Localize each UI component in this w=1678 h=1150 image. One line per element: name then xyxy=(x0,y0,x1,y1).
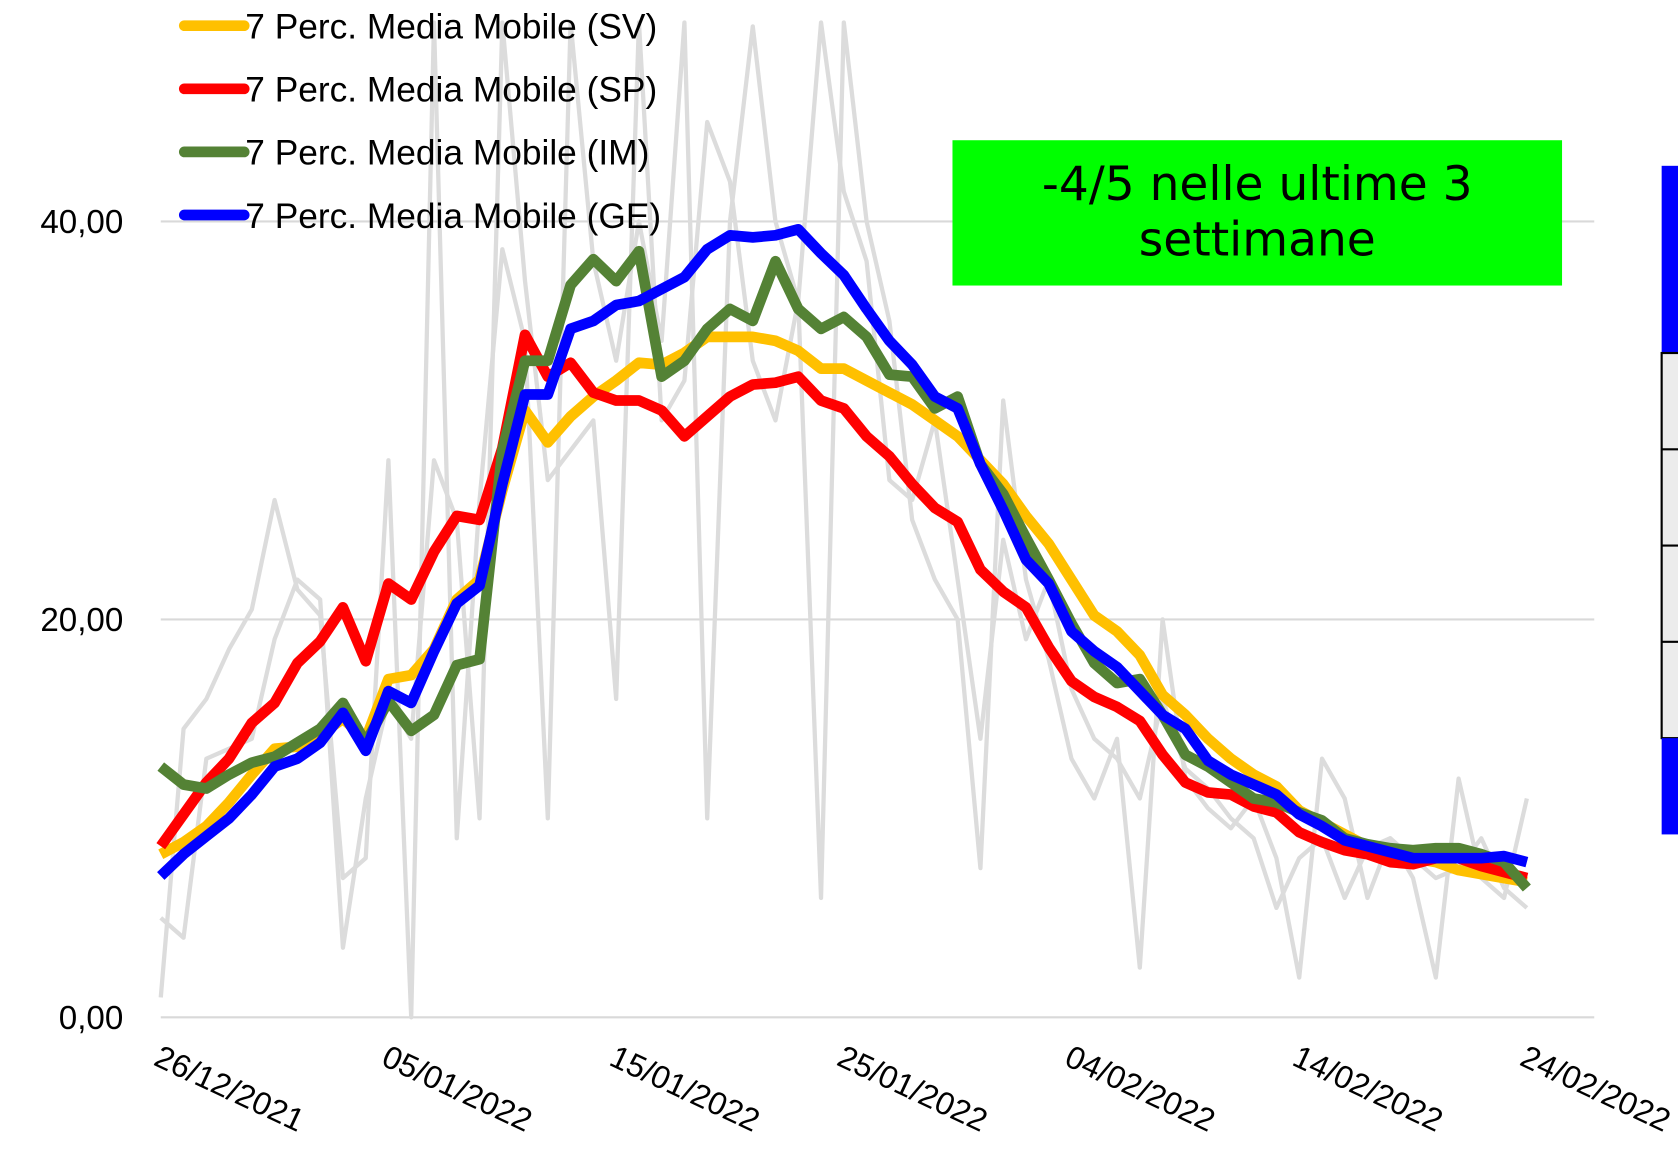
legend-label: 7 Perc. Media Mobile (IM) xyxy=(245,134,649,173)
x-tick-label: 25/01/2022 xyxy=(832,1038,993,1138)
annotation-box: -4/5 nelle ultime 3 settimane xyxy=(952,140,1563,286)
x-tick-label: 04/02/2022 xyxy=(1060,1038,1221,1138)
table-footer xyxy=(1661,738,1678,835)
table-header xyxy=(1661,165,1678,354)
legend-label: 7 Perc. Media Mobile (SV) xyxy=(245,8,657,47)
x-tick-label: 24/02/2022 xyxy=(1515,1038,1676,1138)
y-tick-label: 0,00 xyxy=(59,1000,124,1037)
x-tick-label: 15/01/2022 xyxy=(605,1038,766,1138)
legend-label: 7 Perc. Media Mobile (SP) xyxy=(245,71,657,110)
side-table-fragment xyxy=(1660,165,1678,835)
raw-line xyxy=(158,20,1529,1020)
x-tick-label: 26/12/2021 xyxy=(149,1038,310,1138)
annotation: -4/5 nelle ultime 3 settimane xyxy=(952,140,1563,286)
y-tick-label: 20,00 xyxy=(40,602,123,639)
y-tick-label: 40,00 xyxy=(40,204,123,241)
x-tick-label: 14/02/2022 xyxy=(1288,1038,1449,1138)
series-line xyxy=(157,224,1529,880)
series-line xyxy=(156,329,1529,884)
legend-label: 7 Perc. Media Mobile (GE) xyxy=(245,197,661,236)
x-tick-label: 05/01/2022 xyxy=(377,1038,538,1138)
